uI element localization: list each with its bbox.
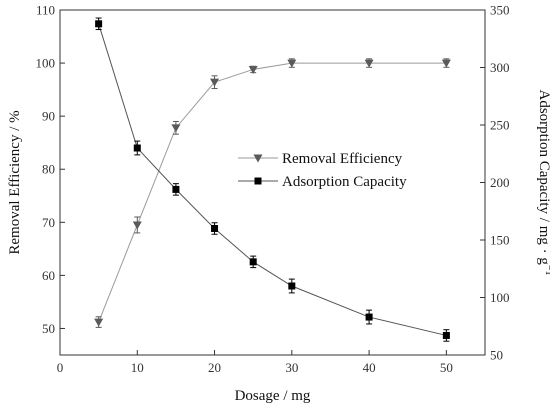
x-tick-label: 10 <box>131 360 144 375</box>
right-y-tick-label: 350 <box>490 3 510 18</box>
data-point <box>288 282 296 290</box>
legend-label: Removal Efficiency <box>282 151 403 167</box>
data-point <box>211 225 219 232</box>
series-line <box>98 62 447 323</box>
left-y-tick-label: 90 <box>42 109 55 124</box>
data-point <box>287 59 297 68</box>
left-y-tick-label: 110 <box>36 3 55 18</box>
data-point <box>441 59 451 68</box>
legend-marker <box>253 154 263 163</box>
series-line <box>98 23 447 336</box>
right-y-axis-title-superscript: −1 <box>543 265 550 276</box>
data-point <box>133 144 141 152</box>
x-axis-title: Dosage / mg <box>235 388 311 404</box>
data-point <box>94 318 104 327</box>
legend-marker <box>254 177 262 185</box>
axis-ticks: 0 10 20 30 40 50 50 60 70 80 90 100 110 50 100 150 200 25… <box>36 3 510 376</box>
series-layer <box>94 17 451 342</box>
plot-frame <box>59 9 486 356</box>
left-y-tick-label: 80 <box>42 162 55 177</box>
left-y-tick-label: 50 <box>42 321 55 336</box>
left-y-tick-label: 100 <box>36 56 56 71</box>
right-y-tick-label: 250 <box>490 118 510 133</box>
x-tick-label: 20 <box>208 360 221 375</box>
data-point <box>365 313 373 321</box>
legend-item: Removal Efficiency <box>238 151 403 167</box>
legend-item: Adsorption Capacity <box>238 174 407 190</box>
right-y-tick-label: 300 <box>490 60 510 75</box>
x-tick-label: 0 <box>57 360 64 375</box>
right-y-tick-label: 50 <box>490 348 503 363</box>
right-y-axis-title-text: Adsorption Capacity / mg · g <box>536 89 550 265</box>
right-y-tick-label: 150 <box>490 233 510 248</box>
data-point <box>171 124 181 133</box>
data-point <box>249 258 257 266</box>
data-point <box>442 331 450 339</box>
x-tick-label: 40 <box>363 360 376 375</box>
x-tick-label: 50 <box>440 360 453 375</box>
right-y-tick-label: 100 <box>490 290 510 305</box>
legend: Removal Efficiency Adsorption Capacity <box>238 151 407 190</box>
series-removal-efficiency <box>94 58 451 328</box>
right-y-tick-label: 200 <box>490 175 510 190</box>
left-y-tick-label: 60 <box>42 268 55 283</box>
data-point <box>248 65 258 74</box>
legend-label: Adsorption Capacity <box>282 174 407 190</box>
right-y-axis-title: Adsorption Capacity / mg · g−1 <box>536 89 550 275</box>
data-point <box>364 59 374 68</box>
data-point <box>210 78 220 87</box>
data-point <box>132 221 142 230</box>
x-tick-label: 30 <box>285 360 298 375</box>
left-y-axis-title: Removal Efficiency / % <box>7 110 23 254</box>
data-point <box>172 185 180 193</box>
data-point <box>95 20 103 28</box>
series-adsorption-capacity <box>95 17 450 342</box>
left-y-tick-label: 70 <box>42 215 55 230</box>
